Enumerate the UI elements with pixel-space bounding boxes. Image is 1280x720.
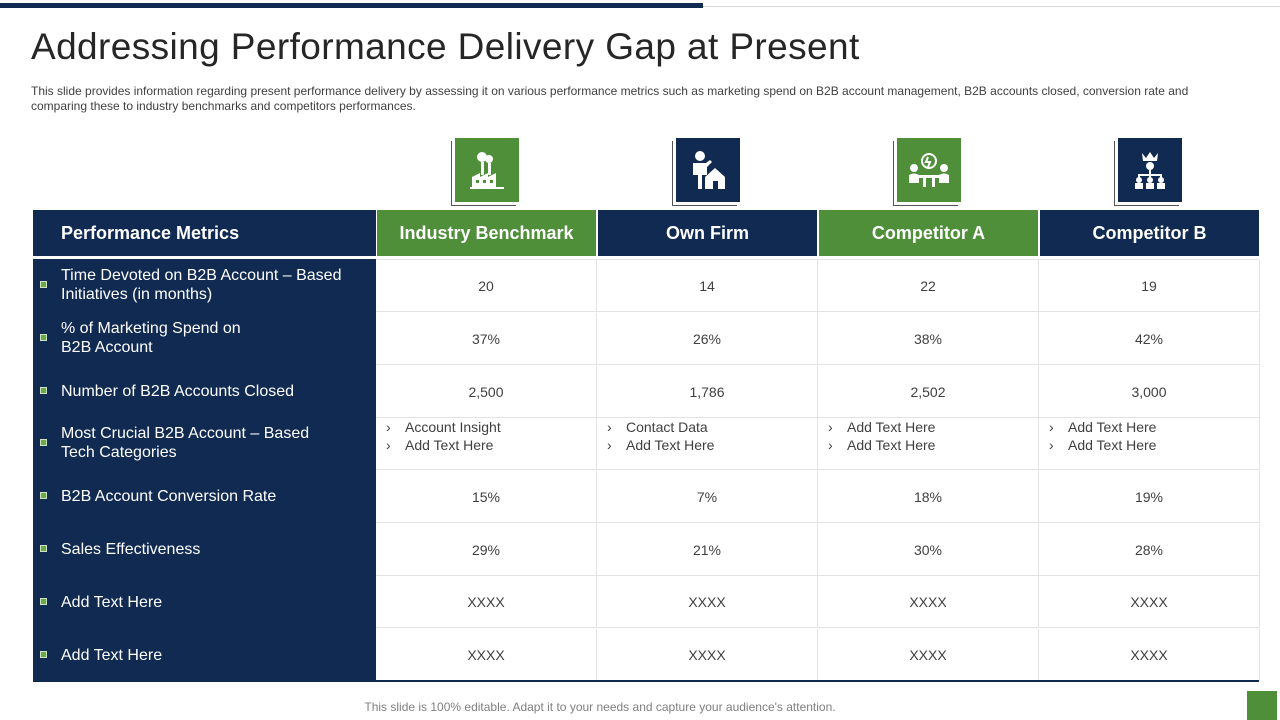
list-item: › Add Text Here — [1049, 437, 1157, 453]
chevron-right-icon: › — [607, 419, 612, 435]
metrics-column: Time Devoted on B2B Account – Based Init… — [33, 259, 376, 681]
list-item: › Add Text Here — [828, 419, 936, 435]
bullet-icon — [40, 281, 47, 288]
table-cell: 2,502 — [818, 366, 1039, 418]
table-cell: 3,000 — [1039, 366, 1260, 418]
bullet-icon — [40, 334, 47, 341]
table-cell-list: › Contact Data › Add Text Here — [597, 418, 818, 470]
list-item: › Contact Data — [607, 419, 708, 435]
chevron-right-icon: › — [828, 437, 833, 453]
list-item: › Add Text Here — [1049, 419, 1157, 435]
page-subtitle: This slide provides information regardin… — [31, 84, 1189, 113]
table-cell: 1,786 — [597, 366, 818, 418]
header-competitor-a: Competitor A — [819, 210, 1038, 256]
chevron-right-icon: › — [386, 437, 391, 453]
table-cell: 22 — [818, 260, 1039, 312]
list-item: › Add Text Here — [607, 437, 715, 453]
metric-label: Number of B2B Accounts Closed — [61, 382, 295, 400]
table-cell: 7% — [597, 471, 818, 523]
table-cell: 37% — [376, 313, 597, 365]
chevron-right-icon: › — [607, 437, 612, 453]
table-cell: XXXX — [597, 576, 818, 628]
table-cell: 19% — [1039, 471, 1260, 523]
org-hierarchy-icon — [1114, 138, 1182, 206]
metric-row: Most Crucial B2B Account – Based Tech Ca… — [33, 417, 376, 469]
metric-label: B2B Account Conversion Rate — [61, 487, 277, 505]
table-cell: 18% — [818, 471, 1039, 523]
table-cell-list: › Account Insight › Add Text Here — [376, 418, 597, 470]
corner-square — [1247, 691, 1277, 720]
bullet-icon — [40, 387, 47, 394]
top-accent-bar — [0, 3, 703, 8]
page-title: Addressing Performance Delivery Gap at P… — [31, 26, 860, 67]
bullet-icon — [40, 598, 47, 605]
table-cell: XXXX — [376, 576, 597, 628]
metric-row: % of Marketing Spend on B2B Account — [33, 312, 376, 364]
chevron-right-icon: › — [1049, 419, 1054, 435]
table-cell: XXXX — [1039, 576, 1260, 628]
table-cell: 28% — [1039, 524, 1260, 576]
metric-row: Time Devoted on B2B Account – Based Init… — [33, 259, 376, 311]
metric-label: Add Text Here — [61, 593, 163, 611]
meeting-idea-icon — [893, 138, 961, 206]
table-cell: 26% — [597, 313, 818, 365]
metric-row: B2B Account Conversion Rate — [33, 470, 376, 522]
table-bottom-border — [33, 680, 1259, 682]
footer-note: This slide is 100% editable. Adapt it to… — [364, 700, 836, 714]
metric-row: Add Text Here — [33, 576, 376, 628]
header-performance-metrics: Performance Metrics — [33, 210, 376, 256]
table-cell: XXXX — [1039, 629, 1260, 681]
table-cell: XXXX — [376, 629, 597, 681]
bullet-icon — [40, 545, 47, 552]
table-cell: 14 — [597, 260, 818, 312]
table-cell-list: › Add Text Here › Add Text Here — [1039, 418, 1260, 470]
table-cell-list: › Add Text Here › Add Text Here — [818, 418, 1039, 470]
bullet-icon — [40, 492, 47, 499]
table-cell: 29% — [376, 524, 597, 576]
table-cell: 20 — [376, 260, 597, 312]
chevron-right-icon: › — [386, 419, 391, 435]
header-own-firm: Own Firm — [598, 210, 817, 256]
table-cell: XXXX — [818, 576, 1039, 628]
table-cell: 2,500 — [376, 366, 597, 418]
table-cell: 30% — [818, 524, 1039, 576]
table-cell: 38% — [818, 313, 1039, 365]
table-cell: XXXX — [597, 629, 818, 681]
list-item: › Add Text Here — [386, 437, 494, 453]
bullet-icon — [40, 651, 47, 658]
metric-row: Number of B2B Accounts Closed — [33, 365, 376, 417]
top-divider-line — [703, 6, 1280, 7]
table-cell: XXXX — [818, 629, 1039, 681]
person-home-icon — [672, 138, 740, 206]
table-cell: 19 — [1039, 260, 1260, 312]
chevron-right-icon: › — [828, 419, 833, 435]
header-industry-benchmark: Industry Benchmark — [377, 210, 596, 256]
metric-label: Sales Effectiveness — [61, 540, 201, 558]
metric-row: Add Text Here — [33, 629, 376, 681]
metric-row: Sales Effectiveness — [33, 523, 376, 575]
table-cell: 21% — [597, 524, 818, 576]
list-item: › Account Insight — [386, 419, 501, 435]
factory-icon — [451, 138, 519, 206]
metric-label: Add Text Here — [61, 646, 163, 664]
metric-label: Time Devoted on B2B Account – Based Init… — [61, 267, 342, 303]
metric-label: % of Marketing Spend on B2B Account — [61, 320, 241, 356]
table-cell: 42% — [1039, 313, 1260, 365]
header-competitor-b: Competitor B — [1040, 210, 1259, 256]
chevron-right-icon: › — [1049, 437, 1054, 453]
bullet-icon — [40, 439, 47, 446]
metric-label: Most Crucial B2B Account – Based Tech Ca… — [61, 425, 310, 461]
table-cell: 15% — [376, 471, 597, 523]
list-item: › Add Text Here — [828, 437, 936, 453]
values-grid — [376, 259, 1259, 681]
